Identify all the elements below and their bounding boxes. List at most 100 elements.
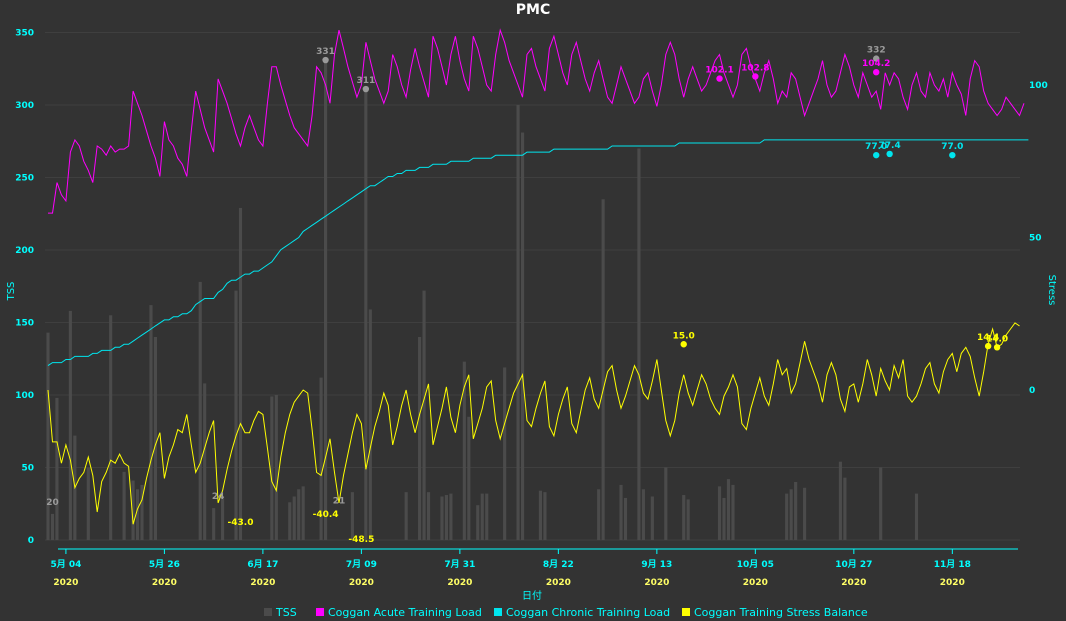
x-tick-year: 2020	[940, 578, 965, 588]
y-left-tick-label: 50	[21, 464, 34, 474]
tss-bar	[270, 396, 274, 540]
ctl-peak-label: 77.0	[865, 142, 887, 152]
tss-value-label: 24	[212, 492, 225, 502]
atl-peak-dot	[873, 68, 880, 76]
tss-bar	[238, 207, 243, 540]
y-right-tick-label: 0	[1029, 386, 1035, 396]
tss-bars	[46, 60, 919, 541]
y-left-tick-label: 250	[15, 174, 34, 184]
atl-peak-label: 102.8	[741, 63, 769, 73]
ctl-line	[47, 139, 1029, 367]
tss-bar	[68, 310, 72, 540]
x-tick-year: 2020	[546, 578, 571, 588]
tss-peak-dot	[322, 56, 329, 64]
x-tick-label: 11月 18	[934, 559, 971, 570]
tss-peak-label: 332	[867, 46, 886, 56]
y-left-tick-label: 200	[15, 246, 34, 256]
tss-value-label: 21	[333, 497, 346, 507]
tss-bar	[520, 132, 525, 541]
legend-swatch-tsb	[682, 608, 690, 616]
legend-label-tsb: Coggan Training Stress Balance	[694, 606, 868, 619]
x-tick-year: 2020	[349, 578, 374, 588]
tss-bar	[637, 148, 641, 540]
tss-bar	[843, 477, 847, 540]
tss-bar	[404, 492, 408, 540]
tss-bar	[135, 489, 140, 540]
tss-bar	[149, 305, 153, 540]
tss-bar	[467, 416, 471, 540]
tss-bar	[476, 505, 480, 540]
tss-bar	[597, 489, 601, 540]
x-tick-year: 2020	[644, 578, 669, 588]
tss-bar	[319, 377, 323, 540]
tss-bar	[301, 486, 305, 540]
x-tick-year: 2020	[250, 578, 275, 588]
tss-peak-label: 311	[356, 76, 375, 86]
tss-bar	[109, 315, 113, 540]
tss-peak-label: 331	[316, 47, 335, 57]
tsb-line	[47, 322, 1020, 525]
tss-bar	[538, 490, 543, 540]
tsb-peak-dot	[984, 342, 992, 350]
tss-bar	[731, 484, 735, 540]
tss-bar	[682, 495, 686, 540]
tss-bar	[234, 290, 238, 540]
tss-bar	[838, 461, 842, 540]
tss-bar	[726, 479, 731, 540]
tss-bar	[485, 493, 489, 540]
tss-bar	[297, 489, 301, 540]
x-tick-year: 2020	[53, 578, 78, 588]
tss-bar	[122, 471, 126, 540]
x-tick-year: 2020	[743, 578, 768, 588]
ctl-peak-label: 77.4	[879, 141, 901, 151]
tss-bar	[50, 513, 55, 540]
tss-bar	[426, 492, 431, 540]
tss-bar	[449, 493, 453, 540]
tsb-peak-label: 14.4	[977, 333, 999, 343]
tss-bar	[131, 480, 135, 540]
tss-bar	[364, 89, 368, 541]
x-axis-label: 日付	[522, 589, 542, 602]
tss-bar	[664, 467, 668, 540]
tss-bar	[789, 489, 793, 540]
x-tick-label: 9月 13	[641, 559, 672, 570]
tsb-peak-dot	[993, 344, 1001, 351]
x-tick-label: 7月 09	[346, 559, 377, 570]
legend: TSS Coggan Acute Training Load Coggan Chro…	[264, 606, 868, 619]
y-left-tick-label: 150	[15, 319, 34, 329]
tss-bar	[422, 290, 426, 540]
tss-bar	[212, 508, 216, 540]
tss-bar	[444, 495, 449, 540]
y-right-tick-label: 50	[1029, 234, 1042, 244]
grid-lines	[45, 32, 1020, 541]
tss-bar	[288, 502, 292, 540]
tss-bar	[619, 484, 623, 540]
legend-swatch-atl	[316, 608, 324, 616]
x-tick-label: 7月 31	[444, 559, 475, 570]
x-tick-label: 10月 05	[737, 559, 774, 570]
y-axis-right-label: Stress	[1046, 275, 1057, 306]
tss-bar	[323, 60, 328, 541]
x-tick-label: 5月 26	[149, 559, 180, 570]
y-left-tick-label: 100	[15, 391, 34, 401]
tss-bar	[686, 499, 690, 540]
legend-swatch-ctl	[494, 608, 502, 616]
x-tick-label: 8月 22	[543, 559, 574, 570]
ctl-peak-dot	[886, 150, 893, 158]
tsb-peak-dot	[680, 341, 687, 348]
tss-bar	[623, 497, 628, 540]
x-tick-year: 2020	[841, 578, 866, 588]
ctl-peak-dot	[949, 151, 956, 159]
tss-bar	[462, 361, 466, 540]
tss-bar	[203, 383, 207, 540]
axes: 0 50 100 150 200 250 300 350 0 50 100 5月 04 2020 5月 2…	[15, 29, 1048, 589]
tss-peak-dot	[873, 55, 880, 62]
tss-bar	[140, 484, 144, 540]
tss-bar	[641, 489, 645, 540]
tss-bar	[440, 496, 444, 540]
x-tick-year: 2020	[447, 578, 472, 588]
tss-bar	[717, 486, 722, 540]
tss-value-label: 20	[46, 498, 59, 508]
